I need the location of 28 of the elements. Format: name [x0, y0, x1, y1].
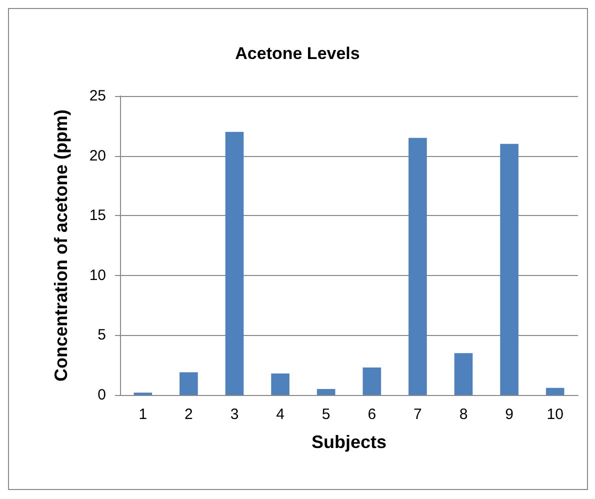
bar: [271, 373, 290, 395]
bar: [362, 367, 382, 395]
x-tick-label: 5: [322, 406, 330, 423]
bar: [225, 132, 244, 395]
y-axis-title: Concentration of acetone (ppm): [51, 109, 71, 382]
y-tick-label: 5: [98, 326, 106, 344]
x-tick-label: 6: [368, 406, 376, 423]
x-tick-label: 1: [138, 406, 148, 423]
bar: [454, 353, 473, 395]
y-tick-label: 25: [89, 88, 106, 104]
x-tick-label: 2: [184, 406, 193, 423]
bar: [500, 144, 518, 395]
x-tick-label: 8: [459, 406, 468, 423]
chart-title: Acetone Levels: [235, 44, 360, 63]
bar: [546, 388, 564, 395]
bar: [408, 138, 427, 395]
x-tick-label: 9: [505, 406, 514, 423]
x-axis-title: Subjects: [311, 432, 387, 452]
y-tick-label: 20: [89, 147, 106, 164]
y-tick-label: 15: [89, 207, 106, 224]
bar: [316, 389, 336, 395]
x-tick-label: 4: [276, 406, 284, 423]
y-tick-label: 0: [98, 386, 106, 404]
bar: [180, 372, 198, 395]
x-tick-label: 7: [414, 406, 422, 423]
y-tick-label: 10: [89, 266, 106, 284]
x-tick-label: 10: [546, 406, 564, 423]
x-tick-label: 3: [230, 406, 239, 423]
